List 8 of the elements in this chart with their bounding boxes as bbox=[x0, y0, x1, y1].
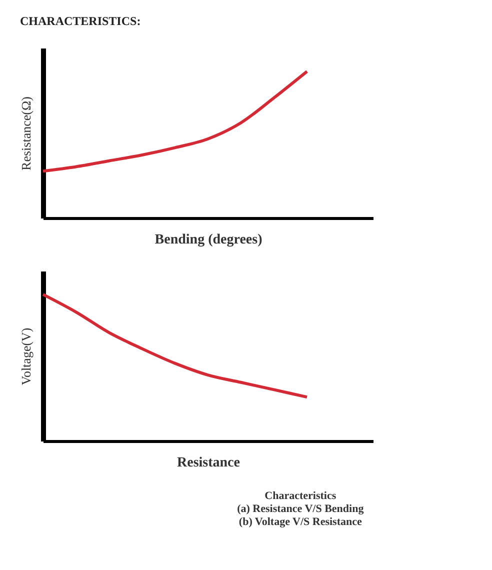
chart-title: CHARACTERISTICS: bbox=[20, 14, 141, 28]
x-axis-title: Bending (degrees) bbox=[154, 232, 263, 248]
text: (a) Resistance V/S Bending bbox=[237, 503, 364, 515]
text: Characteristics bbox=[264, 490, 337, 502]
y-axis-title: Resistance(Ω) bbox=[18, 96, 34, 170]
text: (b) Voltage V/S Resistance bbox=[238, 516, 362, 528]
y-axis-title: Voltage(V) bbox=[18, 328, 34, 386]
x-axis-title: Resistance bbox=[177, 456, 240, 470]
